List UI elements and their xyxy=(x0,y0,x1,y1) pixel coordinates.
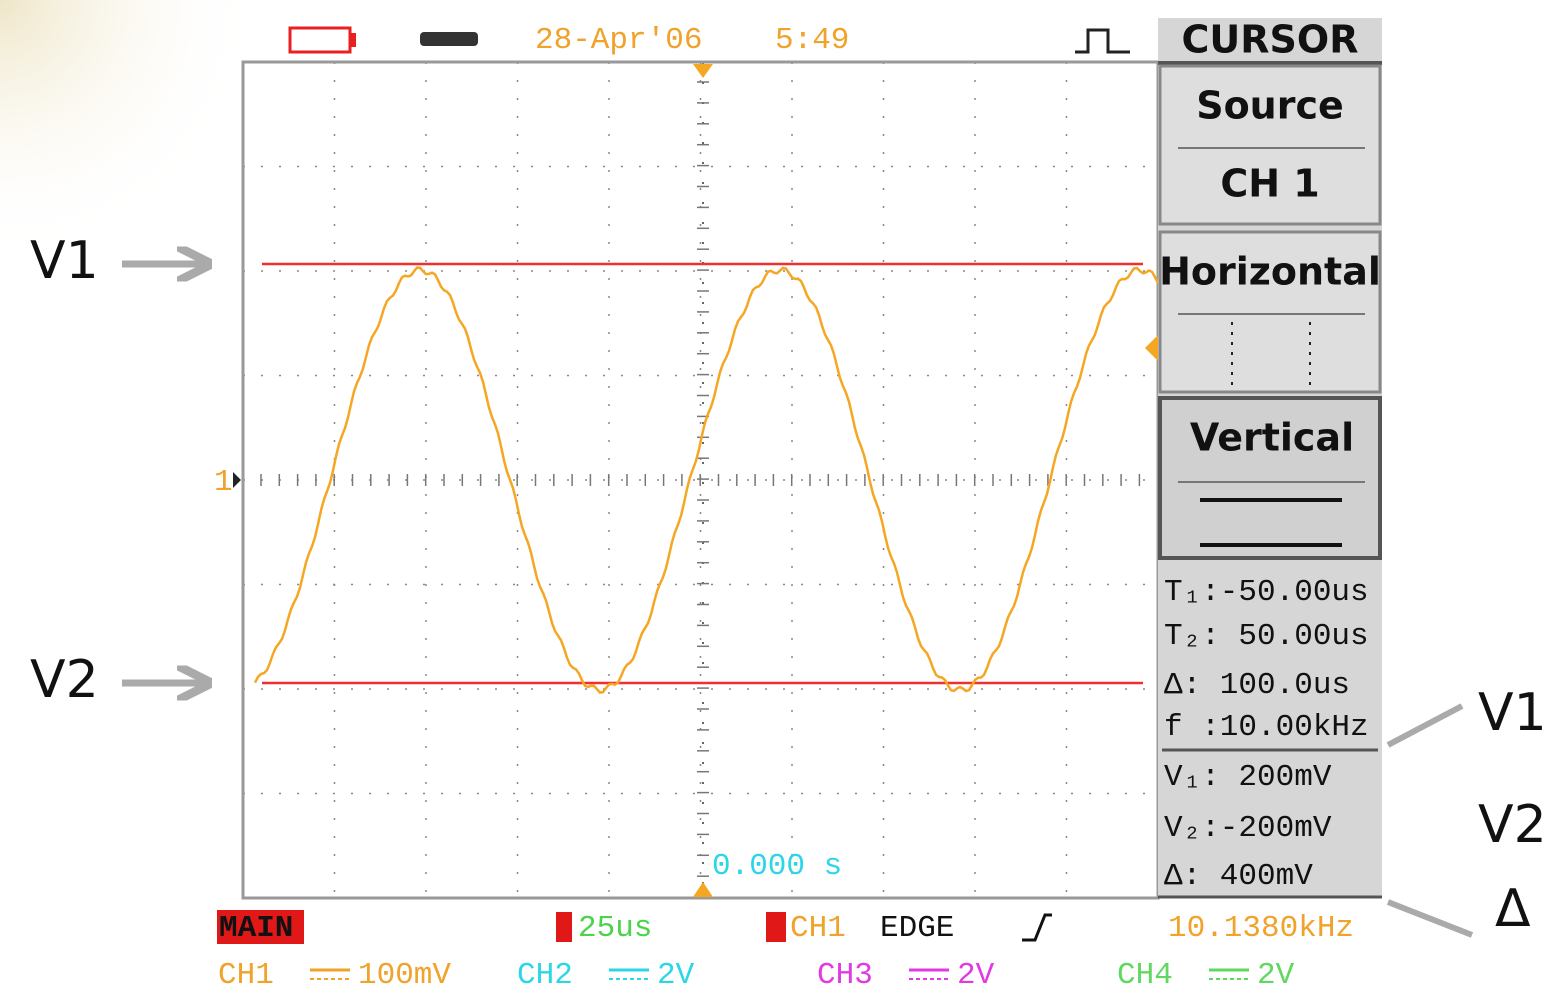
readout: Δ: 400mV xyxy=(1164,859,1313,894)
trigger-type: EDGE xyxy=(880,911,954,946)
readout: V₂:-200mV xyxy=(1164,811,1332,846)
trigger-source: CH1 xyxy=(790,911,846,946)
ch1-ground xyxy=(233,472,241,488)
channel-name: CH2 xyxy=(517,958,573,993)
horizontal-label: Horizontal xyxy=(1159,250,1381,294)
channels: CH1 100mV CH2 2V CH3 2V CH4 2V xyxy=(218,958,1295,993)
channel-scale: 2V xyxy=(1257,958,1295,993)
trigger-level xyxy=(1145,335,1158,361)
waveform xyxy=(253,266,1160,694)
menu-vertical[interactable] xyxy=(1158,396,1382,560)
readout: Δ: 100.0us xyxy=(1164,668,1350,703)
channel-name: CH4 xyxy=(1117,958,1173,993)
pointer xyxy=(1386,703,1464,748)
trigger-time: 0.000 s xyxy=(712,849,842,884)
usb-icon xyxy=(420,32,478,46)
channel-scale: 2V xyxy=(957,958,995,993)
source-label: Source xyxy=(1196,84,1344,128)
timebase: 25us xyxy=(578,911,652,946)
menu-horizontal[interactable] xyxy=(1158,230,1382,394)
date: 28-Apr'06 xyxy=(535,23,702,58)
readout: V₁: 200mV xyxy=(1164,760,1332,795)
timebase-icon xyxy=(556,912,572,942)
channel-name: CH3 xyxy=(817,958,873,993)
annotation: Δ xyxy=(1495,879,1531,939)
readouts: T₁:-50.00us T₂: 50.00us Δ: 100.0us f :10.00… xyxy=(1164,575,1369,894)
time: 5:49 xyxy=(775,23,849,58)
channel-scale: 2V xyxy=(657,958,695,993)
annotation: V2 xyxy=(30,650,99,710)
trigger-icon xyxy=(1075,28,1130,54)
readout: T₂: 50.00us xyxy=(1164,619,1369,654)
edge-icon xyxy=(1022,913,1052,942)
main-bg xyxy=(217,910,304,944)
pointer xyxy=(1386,899,1474,938)
battery-icon xyxy=(288,26,352,54)
readout: f :10.00kHz xyxy=(1164,710,1369,745)
mode: MAIN xyxy=(219,911,293,946)
trigger-pos-bottom xyxy=(693,882,713,897)
frequency: 10.1380kHz xyxy=(1168,911,1354,946)
source-value: CH 1 xyxy=(1220,162,1319,206)
trigger-pos-top xyxy=(693,64,713,78)
corner-glow xyxy=(0,0,260,260)
annotation: V1 xyxy=(1478,683,1547,743)
menu-source[interactable] xyxy=(1158,64,1382,226)
vertical-label: Vertical xyxy=(1190,416,1354,460)
channel-scale: 100mV xyxy=(358,958,451,993)
annotation: V1 xyxy=(30,231,99,291)
readout: T₁:-50.00us xyxy=(1164,575,1369,610)
channel-marker: 1 xyxy=(214,465,233,500)
battery-tip xyxy=(350,33,356,47)
trigger-icon xyxy=(766,912,786,942)
menu-title: CURSOR xyxy=(1182,18,1359,62)
channel-name: CH1 xyxy=(218,958,274,993)
annotation: V2 xyxy=(1478,795,1547,855)
grid xyxy=(243,62,1159,898)
